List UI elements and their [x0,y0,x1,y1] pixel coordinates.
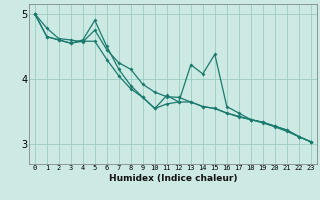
X-axis label: Humidex (Indice chaleur): Humidex (Indice chaleur) [108,174,237,183]
